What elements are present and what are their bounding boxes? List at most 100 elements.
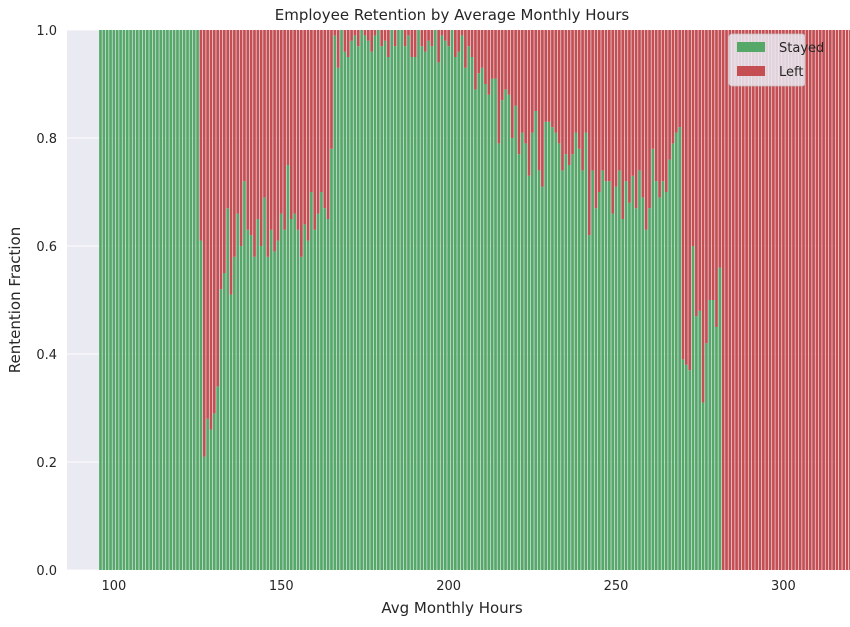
bar-stayed: [681, 359, 685, 570]
bar-left: [500, 30, 504, 101]
x-tick-label: 150: [269, 579, 294, 594]
bar-stayed: [581, 170, 584, 570]
bar-left: [480, 30, 484, 68]
bar-left: [202, 30, 206, 457]
bar-stayed: [541, 186, 544, 570]
bar-stayed: [403, 46, 407, 570]
bar-left: [407, 30, 410, 36]
bar-stayed: [216, 386, 219, 570]
bar-left: [316, 30, 320, 214]
bar-left: [343, 30, 347, 52]
bar-stayed: [510, 138, 514, 570]
bar-left: [236, 30, 240, 214]
bar-stayed: [614, 186, 618, 570]
bar-stayed: [340, 30, 343, 570]
bar-left: [664, 30, 668, 192]
bar-stayed: [306, 240, 310, 570]
bar-stayed: [253, 256, 256, 570]
bar-stayed: [333, 35, 337, 570]
bar-stayed: [169, 30, 173, 570]
bar-left: [691, 30, 695, 246]
bar-left: [718, 30, 722, 268]
bar-stayed: [470, 57, 474, 570]
bar-stayed: [400, 30, 404, 570]
bar-stayed: [377, 30, 380, 570]
bar-left: [828, 30, 832, 570]
bar-stayed: [149, 30, 153, 570]
bar-stayed: [289, 219, 293, 570]
bar-left: [427, 30, 430, 41]
bar-left: [738, 30, 742, 570]
bar-left: [621, 30, 625, 219]
bar-stayed: [236, 213, 240, 570]
bar-stayed: [276, 240, 280, 570]
bar-left: [487, 30, 491, 95]
bar-left: [695, 30, 698, 317]
y-tick-label: 0.6: [36, 240, 57, 255]
chart-title: Employee Retention by Average Monthly Ho…: [275, 6, 630, 24]
bar-stayed: [698, 310, 702, 570]
bar-stayed: [611, 213, 615, 570]
bar-stayed: [179, 30, 183, 570]
bar-left: [510, 30, 514, 138]
y-axis-label: Rentention Fraction: [6, 227, 24, 373]
bar-stayed: [212, 413, 216, 570]
bar-left: [705, 30, 708, 344]
bar-left: [815, 30, 819, 570]
x-tick-label: 200: [436, 579, 461, 594]
bar-left: [497, 30, 501, 144]
bar-left: [805, 30, 809, 570]
bar-stayed: [256, 219, 260, 570]
bar-left: [346, 30, 350, 57]
bar-left: [762, 30, 765, 570]
bar-left: [577, 30, 581, 149]
y-tick-label: 0.4: [36, 348, 57, 363]
bar-left: [380, 30, 384, 47]
bar-left: [634, 30, 638, 209]
bar-stayed: [397, 30, 400, 570]
bar-stayed: [664, 192, 668, 570]
bar-stayed: [380, 46, 384, 570]
bar-left: [661, 30, 665, 182]
bar-left: [440, 30, 444, 36]
bar-stayed: [189, 30, 193, 570]
bar-stayed: [356, 46, 360, 570]
bar-left: [430, 30, 434, 47]
bar-left: [547, 30, 551, 122]
bar-stayed: [350, 40, 353, 571]
bar-stayed: [129, 30, 132, 570]
bar-stayed: [162, 30, 166, 570]
bar-stayed: [202, 456, 206, 570]
bar-stayed: [387, 57, 390, 570]
bar-stayed: [661, 181, 665, 570]
bar-stayed: [651, 148, 655, 571]
bar-stayed: [564, 154, 568, 570]
bar-stayed: [654, 181, 658, 570]
bar-left: [822, 30, 825, 570]
bar-stayed: [266, 256, 270, 570]
bar-stayed: [186, 30, 189, 570]
bar-left: [842, 30, 846, 570]
bar-stayed: [99, 30, 102, 570]
bar-left: [594, 30, 598, 209]
bar-stayed: [206, 418, 209, 570]
bar-left: [423, 30, 427, 52]
bar-left: [758, 30, 762, 570]
bar-left: [454, 30, 457, 57]
bar-stayed: [494, 78, 497, 570]
bar-left: [701, 30, 705, 403]
bar-left: [219, 30, 223, 290]
bar-stayed: [504, 89, 507, 571]
bar-stayed: [430, 46, 434, 570]
bar-stayed: [701, 402, 705, 570]
bar-left: [808, 30, 812, 570]
bar-stayed: [691, 246, 695, 570]
bar-stayed: [122, 30, 126, 570]
bar-stayed: [156, 30, 159, 570]
bar-left: [537, 30, 541, 171]
bar-left: [209, 30, 213, 430]
bar-stayed: [393, 46, 397, 570]
bar-left: [544, 30, 548, 122]
bar-stayed: [594, 208, 598, 570]
bar-left: [818, 30, 822, 570]
